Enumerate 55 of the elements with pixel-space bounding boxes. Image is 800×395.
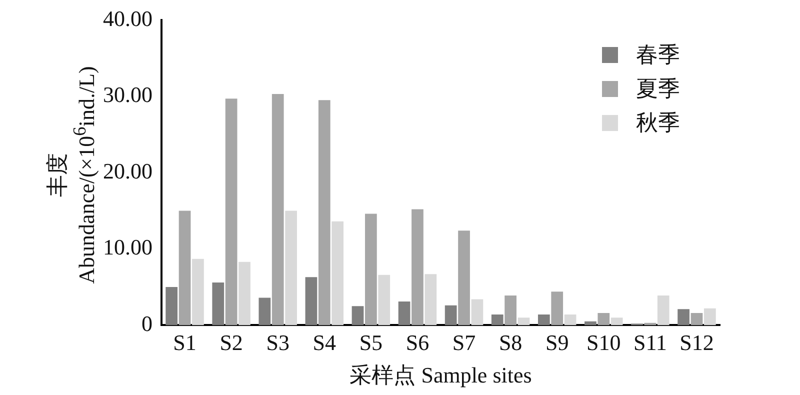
- bar: [192, 258, 204, 326]
- bar: [178, 210, 191, 326]
- bar: [538, 314, 550, 326]
- bar: [458, 230, 470, 326]
- x-tick-label: S11: [633, 330, 667, 356]
- bar: [678, 309, 690, 326]
- y-tick-label: 10.00: [103, 234, 152, 260]
- bar: [225, 98, 238, 326]
- bar: [258, 298, 271, 326]
- y-tick-label: 30.00: [103, 82, 152, 108]
- bar: [504, 295, 516, 326]
- x-tick-label: S1: [173, 330, 196, 356]
- bar: [285, 210, 297, 326]
- bar: [584, 321, 596, 326]
- bar: [610, 318, 623, 326]
- bar: [365, 214, 377, 326]
- bar: [272, 94, 284, 326]
- x-tick-label: S7: [452, 330, 476, 356]
- x-tick-label: S4: [312, 330, 336, 356]
- x-tick-label: S12: [680, 330, 714, 356]
- x-tick-label: S2: [220, 330, 243, 356]
- bar: [657, 295, 670, 326]
- legend-label: 夏季: [636, 75, 680, 103]
- bar: [398, 302, 410, 326]
- y-tick-label: 40.00: [103, 6, 152, 31]
- y-tick-label: 20.00: [103, 158, 152, 184]
- bar: [212, 282, 224, 326]
- bar: [305, 277, 318, 326]
- x-tick-label: S6: [406, 330, 430, 356]
- bar: [352, 306, 364, 326]
- bar: [518, 318, 530, 326]
- bar: [491, 314, 504, 326]
- bar: [471, 299, 484, 326]
- bar: [332, 221, 344, 326]
- bar: [704, 308, 716, 326]
- legend-label: 秋季: [636, 109, 680, 137]
- legend-label: 春季: [636, 41, 680, 69]
- bar: [444, 305, 457, 326]
- bar: [378, 274, 390, 326]
- x-tick-label: S9: [545, 330, 569, 356]
- x-tick-label: S10: [586, 330, 621, 356]
- bar: [166, 287, 178, 326]
- bar: [551, 292, 564, 326]
- bar: [318, 100, 330, 326]
- bar: [598, 312, 610, 326]
- x-axis-title: 采样点 Sample sites: [350, 362, 532, 388]
- x-tick-label: S3: [266, 330, 290, 356]
- bar: [412, 209, 424, 326]
- bar: [564, 314, 576, 326]
- bar: [424, 274, 437, 326]
- y-tick-label: 0: [142, 310, 152, 336]
- x-tick-label: S8: [498, 330, 522, 356]
- bar: [690, 312, 703, 326]
- x-tick-label: S5: [359, 330, 383, 356]
- bar: [238, 262, 250, 326]
